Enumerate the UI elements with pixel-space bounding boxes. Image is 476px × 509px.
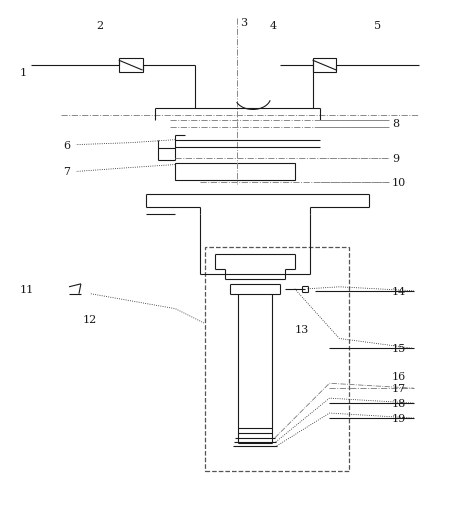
Bar: [175, 163, 295, 181]
Text: 6: 6: [63, 140, 70, 150]
Text: 4: 4: [270, 21, 277, 31]
Text: 10: 10: [392, 178, 407, 188]
Text: 19: 19: [392, 413, 407, 423]
Text: 3: 3: [240, 18, 247, 29]
Text: 17: 17: [392, 383, 406, 393]
Text: 16: 16: [392, 372, 407, 382]
Text: 1: 1: [20, 68, 26, 78]
Bar: [119, 59, 142, 73]
Text: 2: 2: [96, 21, 103, 31]
Text: 8: 8: [392, 119, 399, 128]
Text: 14: 14: [392, 286, 407, 296]
Text: 13: 13: [295, 324, 309, 334]
Text: 12: 12: [83, 314, 97, 324]
Bar: [205, 247, 349, 471]
Text: 11: 11: [20, 284, 33, 294]
Text: 5: 5: [374, 21, 381, 31]
Text: 9: 9: [392, 153, 399, 163]
Text: 15: 15: [392, 344, 407, 354]
Bar: [313, 59, 337, 73]
Text: 18: 18: [392, 399, 407, 408]
Text: 7: 7: [63, 167, 70, 177]
